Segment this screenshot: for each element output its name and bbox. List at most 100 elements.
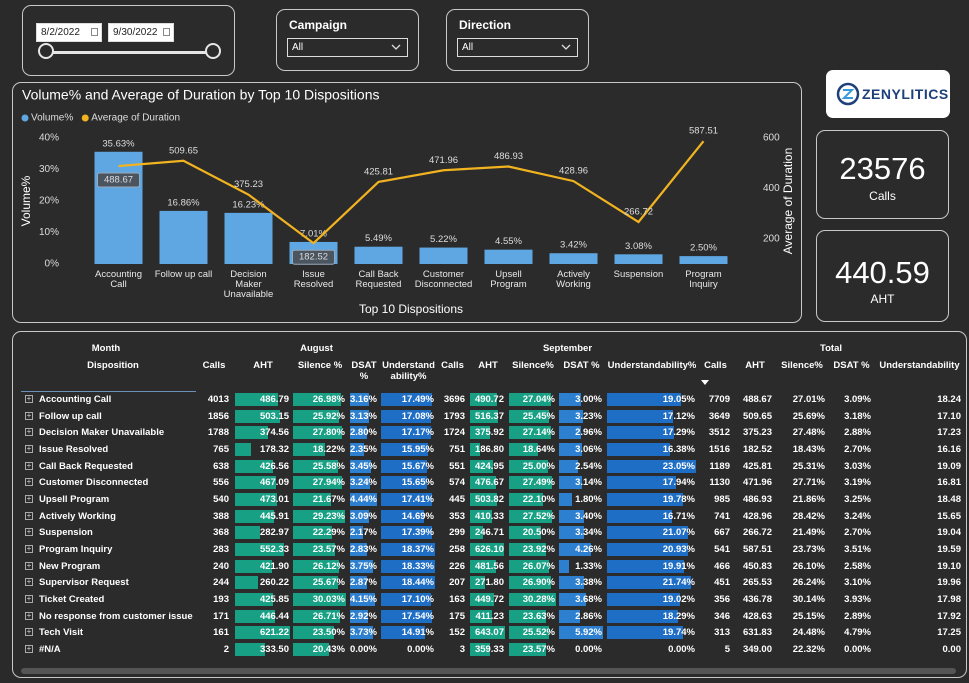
data-label: 428.96	[559, 166, 588, 177]
table-cell: 490.72	[470, 392, 506, 407]
cell-text: 19.96	[937, 577, 961, 589]
table-cell: 17.41%	[381, 492, 436, 507]
cell-text: 3.09%	[350, 510, 377, 522]
data-bar	[470, 593, 495, 607]
chart-panel: Volume% and Average of Duration by Top 1…	[12, 82, 802, 323]
table-cell: 25.58%	[293, 459, 347, 474]
table-cell: 375.23	[736, 425, 774, 440]
table-cell: 16.81	[876, 475, 963, 490]
data-bar	[559, 593, 587, 607]
table-cell: 161	[197, 625, 231, 640]
cell-text: 638	[213, 460, 229, 472]
cell-text: 410.33	[474, 510, 504, 522]
expand-icon: +	[25, 410, 33, 420]
sort-indicator[interactable]	[701, 380, 709, 386]
cell-text: 2.96%	[575, 427, 602, 439]
cell-text: 27.04%	[522, 394, 555, 405]
table-cell: 388	[197, 509, 231, 524]
dropdown[interactable]: All	[457, 38, 578, 57]
start-date[interactable]: 8/2/2022	[36, 23, 102, 42]
table-cell: 27.52%	[509, 509, 557, 524]
table-cell: 178.32	[235, 442, 291, 457]
slider-handle[interactable]	[205, 43, 221, 59]
cell-text: 17.10%	[401, 594, 434, 606]
table-cell: 0.00%	[830, 642, 873, 657]
table-cell: 638	[197, 459, 231, 474]
table-cell: 2.35%	[350, 442, 378, 457]
table-cell: 741	[699, 509, 732, 524]
data-bar	[509, 393, 551, 406]
cell-text: 19.04	[937, 527, 961, 539]
table-cell: 18.64%	[509, 442, 557, 457]
data-bar	[607, 409, 674, 423]
chart-title: Volume% and Average of Duration by Top 1…	[22, 87, 380, 103]
table-cell: 17.39%	[381, 525, 436, 540]
expand-icon: +	[25, 510, 33, 520]
dropdown[interactable]: All	[287, 38, 408, 57]
table-cell: 17.10	[876, 409, 963, 424]
cell-text: 313	[714, 627, 730, 639]
row-label: Decision Maker Unavailable	[39, 427, 165, 439]
table-cell: 1130	[699, 475, 732, 490]
expand-icon: +	[25, 644, 33, 654]
data-bar	[350, 459, 371, 473]
cell-text: 356	[714, 594, 730, 606]
data-label: 3.08%	[625, 241, 652, 252]
end-date[interactable]: 9/30/2022	[108, 23, 174, 42]
group-header: Total	[820, 343, 842, 354]
table-cell: 375.92	[470, 425, 506, 440]
cell-text: 4013	[207, 394, 229, 405]
cell-text: 23.63%	[522, 610, 555, 622]
cell-text: 436.78	[742, 594, 772, 606]
table-cell: 282.97	[235, 525, 291, 540]
cell-text: 17.98	[937, 594, 961, 606]
cell-text: 1856	[207, 410, 229, 422]
data-bar	[293, 443, 326, 456]
data-bar	[235, 593, 273, 607]
table-cell: 182.52	[736, 442, 774, 457]
chevron	[561, 44, 571, 50]
line	[118, 140, 705, 245]
expand-icon: +	[25, 577, 33, 587]
cell-text: 19.10	[937, 560, 961, 572]
cell-text: 667	[714, 527, 730, 539]
x-tick-label: Upsell Program	[490, 269, 527, 290]
table-cell: 2.88%	[830, 425, 873, 440]
table-cell: 449.72	[470, 592, 506, 607]
data-bar	[381, 393, 433, 406]
table-cell: 19.05%	[607, 392, 697, 407]
scrollbar[interactable]	[21, 668, 956, 674]
cell-text: 449.72	[474, 594, 504, 606]
cell-text: 163	[449, 594, 465, 606]
cell-text: 26.24%	[792, 577, 825, 589]
cell-text: 368	[213, 527, 229, 539]
table-cell: 26.10%	[777, 559, 827, 574]
table-cell: 424.95	[470, 459, 506, 474]
kpi-value: 440.59	[835, 255, 930, 290]
slider-handle[interactable]	[38, 43, 54, 59]
data-bar	[350, 576, 368, 590]
cell-text: 2.88%	[844, 427, 871, 439]
row-label: Issue Resolved	[39, 444, 109, 455]
table-cell: 353	[438, 509, 467, 524]
cell-text: 21.86%	[792, 494, 825, 506]
table-cell: 26.71%	[293, 609, 347, 624]
cell-text: 3.38%	[575, 577, 602, 589]
data-bar	[470, 509, 493, 523]
cell-text: 3.24%	[844, 510, 871, 522]
data-bar	[470, 459, 494, 473]
data-bar	[607, 593, 681, 607]
data-bar	[470, 493, 498, 507]
filter-label: Direction	[459, 18, 512, 32]
cell-text: 14.69%	[401, 510, 434, 522]
table-cell: 18.22%	[293, 442, 347, 457]
cell-text: 25.92%	[312, 410, 345, 422]
x-tick-label: Decision Maker Unavailable	[223, 269, 274, 300]
cell-text: 161	[213, 627, 229, 639]
data-bar	[470, 393, 497, 406]
table-cell: 15.95%	[381, 442, 436, 457]
expand-icon: +	[25, 610, 33, 620]
table-cell: 3.03%	[830, 459, 873, 474]
table-cell: 18.43%	[777, 442, 827, 457]
cell-text: 540	[213, 494, 229, 506]
